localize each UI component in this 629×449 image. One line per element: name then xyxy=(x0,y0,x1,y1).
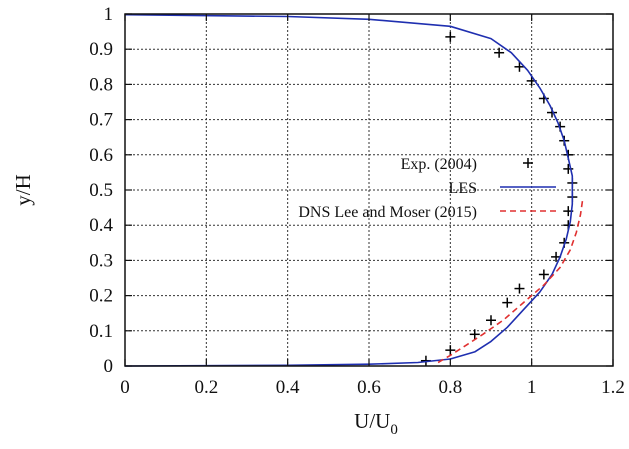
y-tick-label: 0.9 xyxy=(89,39,113,60)
dns-series-line xyxy=(437,200,584,364)
exp-data-point xyxy=(502,297,513,308)
x-tick-label: 1 xyxy=(527,377,537,398)
y-tick-label: 0.3 xyxy=(89,250,113,271)
tick-labels: 0 0.2 0.4 0.6 0.8 1 1.2 0 0.1 0.2 0.3 0.4 0.5 0.6 0.7 0… xyxy=(89,4,625,398)
ticks xyxy=(124,13,614,367)
exp-data-point xyxy=(514,283,525,294)
x-tick-label: 0 xyxy=(120,377,130,398)
exp-data-point xyxy=(494,47,505,58)
y-tick-label: 0.2 xyxy=(89,286,113,307)
exp-data-point xyxy=(514,61,525,72)
y-tick-label: 0.8 xyxy=(89,74,113,95)
exp-data-point xyxy=(445,31,456,42)
x-tick-label: 0.2 xyxy=(194,377,218,398)
exp-data-point xyxy=(538,269,549,280)
y-tick-label: 1 xyxy=(104,4,114,25)
y-tick-label: 0.1 xyxy=(89,321,113,342)
exp-data-point xyxy=(445,345,456,356)
exp-data-point xyxy=(563,163,574,174)
les-series-line xyxy=(124,13,574,367)
grid xyxy=(125,14,613,366)
x-tick-label: 1.2 xyxy=(601,377,625,398)
x-axis-title-subscript: 0 xyxy=(390,422,398,438)
series-layer xyxy=(124,13,584,367)
legend-marker-exp xyxy=(523,158,533,168)
y-tick-label: 0.4 xyxy=(89,215,113,236)
x-tick-label: 0.4 xyxy=(276,377,300,398)
x-axis-title-main: U/U xyxy=(354,409,390,433)
legend-label-dns: DNS Lee and Moser (2015) xyxy=(298,204,477,221)
x-tick-label: 0.8 xyxy=(438,377,462,398)
legend: Exp. (2004) LES DNS Lee and Moser (2015) xyxy=(298,156,556,221)
y-tick-label: 0.5 xyxy=(89,180,113,201)
legend-label-exp: Exp. (2004) xyxy=(401,156,477,173)
legend-label-les: LES xyxy=(449,180,477,197)
exp-data-point xyxy=(486,315,496,326)
y-axis-title: y/H xyxy=(11,174,35,206)
x-tick-label: 0.6 xyxy=(357,377,381,398)
exp-data-point xyxy=(469,329,480,340)
y-tick-label: 0 xyxy=(104,356,114,377)
y-tick-label: 0.7 xyxy=(89,110,113,131)
y-tick-label: 0.6 xyxy=(89,145,113,166)
x-axis-title: U/U0 xyxy=(354,409,398,438)
legend-plus-marker xyxy=(523,158,533,168)
